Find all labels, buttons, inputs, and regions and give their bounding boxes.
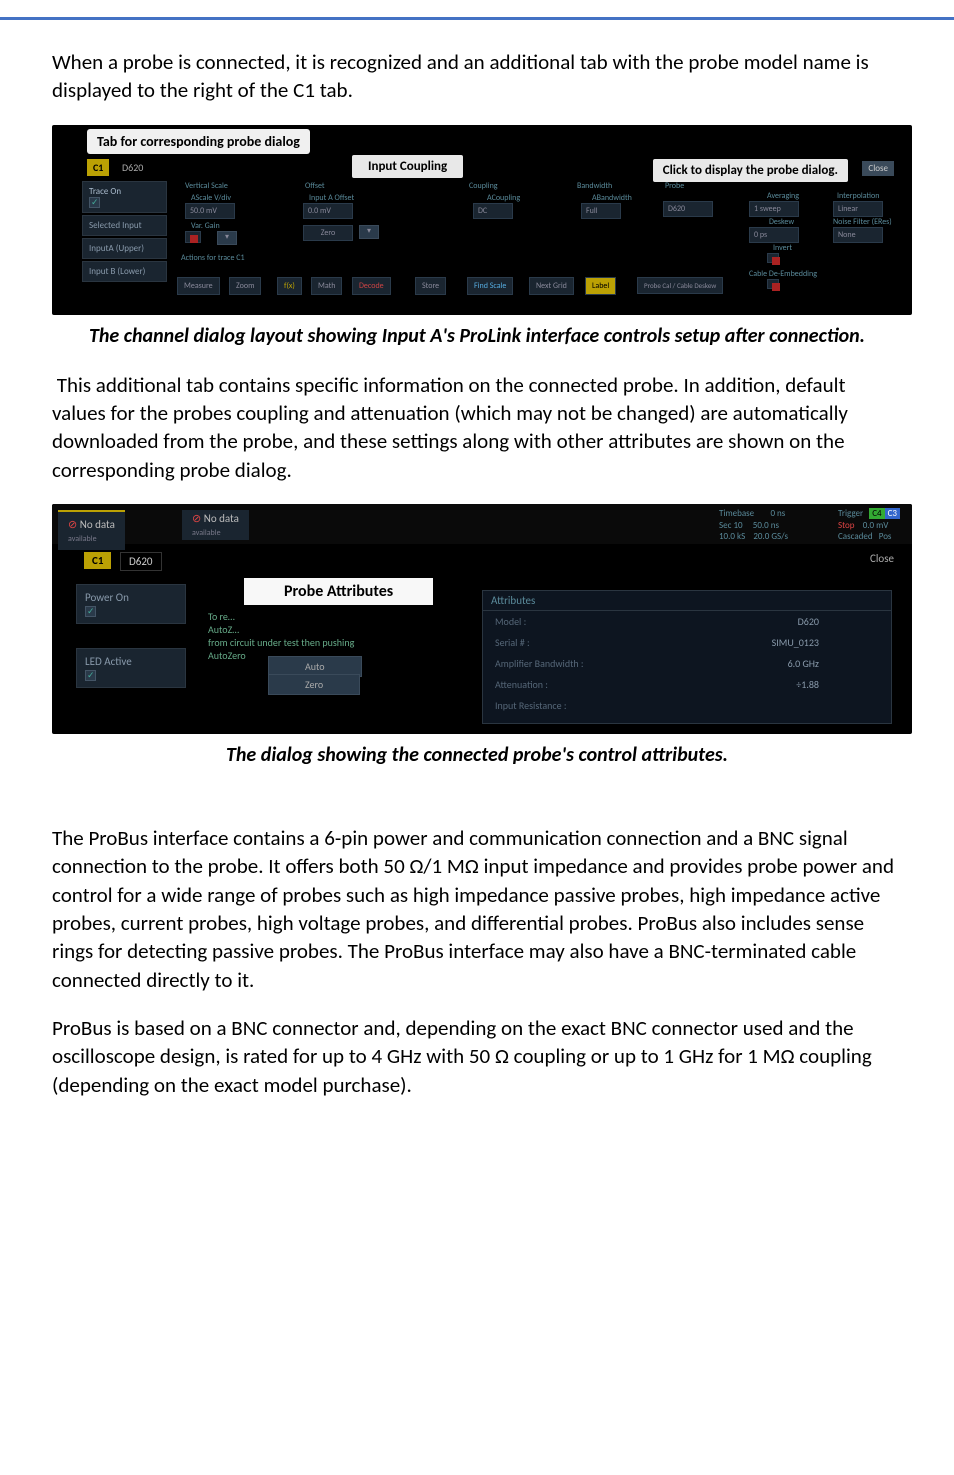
paragraph-4: ProBus is based on a BNC connector and, … (52, 1014, 902, 1099)
timebase-readout: Timebase 0 ns Sec 10 50.0 ns 10.0 kS 20.… (719, 508, 788, 543)
page-content: When a probe is connected, it is recogni… (0, 48, 954, 1099)
store-button[interactable]: Store (415, 277, 446, 295)
close-button[interactable]: Close (862, 161, 894, 176)
bottom-button-row: Measure Zoom f(x) Math Decode Store Find… (177, 277, 897, 299)
trace-on-label: Trace On (89, 186, 121, 197)
measure-button[interactable]: Measure (177, 277, 220, 295)
acoupling-label: ACoupling (487, 193, 520, 203)
attr-serial-label: Serial # : (495, 636, 530, 649)
attr-model-label: Model : (495, 615, 526, 628)
vertical-scale-label: Vertical Scale (185, 181, 228, 191)
zero-dropdown[interactable]: ▾ (359, 225, 379, 239)
var-gain-label: Var. Gain (191, 221, 220, 231)
deskew-field[interactable]: 0 ps (749, 227, 799, 243)
decode-button[interactable]: Decode (352, 277, 391, 295)
sidebar-input-b[interactable]: Input B (Lower) (82, 261, 167, 282)
attr-model-value: D620 (798, 615, 879, 628)
attr-attenuation-label: Attenuation : (495, 678, 548, 691)
attr-bandwidth-value: 6.0 GHz (788, 657, 879, 670)
bandwidth-label: Bandwidth (577, 181, 612, 191)
sidebar-selected-input: Selected Input (82, 215, 167, 236)
invert-checkbox[interactable] (767, 253, 779, 263)
probe-label: Probe (665, 181, 684, 191)
paragraph-1: When a probe is connected, it is recogni… (52, 48, 902, 105)
offset-label: Offset (305, 181, 325, 191)
trigger-readout: Trigger C4C3 Stop 0.0 mV Cascaded Pos (838, 508, 900, 543)
ascale-vdiv-label: AScale V/div (191, 193, 231, 203)
coupling-dc-field[interactable]: DC (473, 203, 513, 219)
attr-row-bandwidth: Amplifier Bandwidth : 6.0 GHz (483, 653, 891, 674)
led-active-checkbox[interactable] (85, 670, 96, 681)
noise-filter-field[interactable]: None (833, 227, 883, 243)
attr-row-model: Model : D620 (483, 611, 891, 632)
ascale-value-field[interactable]: 50.0 mV (185, 203, 235, 219)
attr-row-attenuation: Attenuation : ÷1.88 (483, 674, 891, 695)
attr-serial-value: SIMU_0123 (772, 636, 879, 649)
paragraph-2: This additional tab contains specific in… (52, 371, 902, 484)
find-scale-button[interactable]: Find Scale (467, 277, 513, 295)
averaging-label: Averaging (767, 191, 799, 201)
deskew-label: Deskew (769, 217, 794, 227)
c1-tab[interactable]: C1 (87, 159, 109, 176)
math-button[interactable]: Math (311, 277, 342, 295)
invert-label: Invert (773, 243, 792, 253)
var-gain-checkbox[interactable] (185, 231, 201, 243)
zoom-button[interactable]: Zoom (229, 277, 261, 295)
input-a-offset-label: Input A Offset (309, 193, 354, 203)
screenshot-probe-dialog: ⊘ No data available ⊘ No data available … (52, 504, 912, 734)
interpolation-field[interactable]: Linear (833, 201, 883, 217)
sidebar-trace-on[interactable]: Trace On (82, 181, 167, 213)
next-grid-button[interactable]: Next Grid (529, 277, 574, 295)
s1-sidebar: Trace On Selected Input InputA (Upper) I… (82, 181, 167, 284)
offset-value-field[interactable]: 0.0 mV (303, 203, 353, 219)
caption-1: The channel dialog layout showing Input … (52, 323, 902, 349)
zero-button-s2[interactable]: Zero (268, 674, 360, 695)
s1-main-panel: Vertical Scale AScale V/div 50.0 mV Var.… (177, 181, 897, 305)
bandwidth-full-field[interactable]: Full (581, 203, 621, 219)
s2-d620-tab[interactable]: D620 (120, 552, 162, 571)
attributes-header: Attributes (483, 591, 891, 611)
callout-click-probe: Click to display the probe dialog. (653, 159, 848, 182)
coupling-label: Coupling (469, 181, 498, 191)
probe-value-field[interactable]: D620 (663, 201, 713, 217)
averaging-field[interactable]: 1 sweep (749, 201, 799, 217)
s2-c1-tab[interactable]: C1 (84, 552, 111, 569)
noise-filter-label: Noise Filter (ERes) (833, 217, 892, 227)
caption-2: The dialog showing the connected probe's… (52, 742, 902, 768)
label-button[interactable]: Label (585, 277, 616, 295)
interpolation-label: Interpolation (837, 191, 879, 201)
attr-bandwidth-label: Amplifier Bandwidth : (495, 657, 584, 670)
top-border (0, 0, 954, 20)
var-gain-dropdown[interactable]: ▾ (217, 231, 237, 245)
actions-label: Actions for trace C1 (181, 253, 245, 263)
nodata-badge-2: ⊘ No data available (182, 510, 249, 540)
abandwidth-label: ABandwidth (592, 193, 632, 203)
s2-close-button[interactable]: Close (870, 552, 894, 565)
fx-button[interactable]: f(x) (277, 277, 302, 295)
attributes-panel: Attributes Model : D620 Serial # : SIMU_… (482, 590, 892, 724)
s2-sidebar: Power On LED Active (76, 584, 186, 712)
sidebar-input-a[interactable]: InputA (Upper) (82, 238, 167, 259)
attr-resistance-label: Input Resistance : (495, 699, 567, 712)
trace-on-checkbox[interactable] (89, 197, 100, 208)
attr-row-serial: Serial # : SIMU_0123 (483, 632, 891, 653)
screenshot-channel-dialog: Tab for corresponding probe dialog C1 D6… (52, 125, 912, 315)
power-on-label: Power On (85, 591, 129, 604)
callout-tab-label: Tab for corresponding probe dialog (87, 129, 310, 154)
attr-resistance-value (819, 699, 879, 712)
power-on-checkbox[interactable] (85, 606, 96, 617)
attr-attenuation-value: ÷1.88 (796, 678, 879, 691)
d620-tab[interactable]: D620 (116, 159, 149, 176)
callout-input-coupling: Input Coupling (352, 155, 463, 178)
zero-button[interactable]: Zero (303, 225, 353, 241)
nodata-badge-1: ⊘ No data available (58, 510, 125, 550)
sidebar-led-active[interactable]: LED Active (76, 648, 186, 688)
led-active-label: LED Active (85, 655, 132, 668)
attr-row-resistance: Input Resistance : (483, 695, 891, 716)
probe-cal-button[interactable]: Probe Cal / Cable Deskew (637, 277, 723, 294)
callout-probe-attributes: Probe Attributes (244, 578, 433, 605)
paragraph-3: The ProBus interface contains a 6-pin po… (52, 824, 902, 994)
sidebar-power-on[interactable]: Power On (76, 584, 186, 624)
s2-topbar: ⊘ No data available ⊘ No data available … (52, 504, 912, 544)
